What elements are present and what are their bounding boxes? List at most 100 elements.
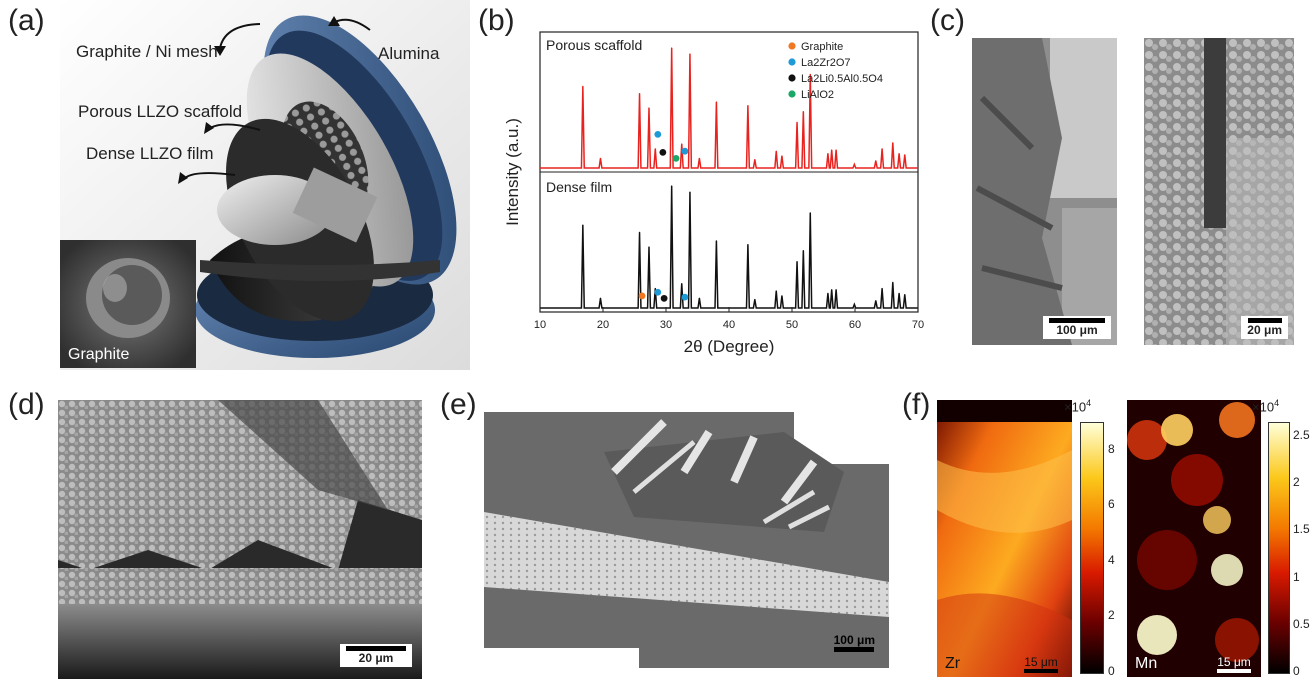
scalebar-e-text: 100 μm [833, 633, 875, 647]
legend-marker-2 [788, 74, 796, 82]
graphite-inset-photo: Graphite [60, 240, 196, 368]
peak-point-0-4 [654, 148, 656, 150]
series-name-1: Dense film [546, 179, 612, 195]
peak-point-1-18 [831, 289, 833, 291]
peak-point-0-23 [892, 142, 894, 144]
peak-point-0-21 [875, 160, 877, 162]
peak-point-0-19 [835, 149, 837, 151]
peak-point-0-17 [827, 153, 829, 155]
mn-tick-0: 2.5 [1293, 428, 1310, 443]
peak-point-0-1 [599, 157, 602, 159]
peak-point-0-10 [747, 105, 749, 107]
x-tick-label-1: 20 [597, 319, 609, 331]
sem-c-right-graphic [1144, 38, 1294, 345]
eds-map-zr-graphic [937, 400, 1072, 677]
peak-point-1-11 [754, 298, 756, 301]
sem-d-graphic [58, 400, 422, 679]
eds-map-zr: Zr 15 μm [937, 400, 1072, 677]
peak-point-1-1 [599, 297, 602, 299]
sem-e-graphic [484, 412, 889, 668]
peak-point-1-4 [654, 287, 656, 290]
zr-tick-0: 8 [1108, 441, 1115, 456]
peak-point-1-23 [892, 281, 894, 283]
scalebar-mn: 15 μm [1217, 655, 1251, 673]
x-tick-label-6: 70 [912, 319, 924, 331]
zr-tick-3: 2 [1108, 608, 1115, 623]
inset-label: Graphite [68, 346, 130, 363]
colorbar-zr-multiplier-exponent: 4 [1086, 398, 1092, 408]
callout-alumina: Alumina [378, 44, 440, 63]
eds-map-mn: Mn 15 μm [1127, 400, 1261, 677]
sem-image-d: 20 μm [58, 400, 422, 679]
peak-point-0-14 [796, 121, 798, 123]
peak-point-1-14 [796, 261, 798, 263]
scalebar-d: 20 μm [340, 644, 412, 667]
x-tick-label-4: 50 [786, 319, 798, 331]
peak-point-0-24 [898, 153, 900, 155]
phase-marker-1-0 [638, 292, 646, 300]
scalebar-zr-text: 15 μm [1024, 655, 1058, 669]
panel-label-a: (a) [8, 4, 45, 37]
colorbar-zr [1080, 422, 1104, 674]
peak-point-1-15 [802, 250, 804, 252]
series-line-0 [540, 47, 918, 169]
peak-point-0-2 [638, 93, 641, 95]
x-tick-label-2: 30 [660, 319, 672, 331]
callout-dense-film: Dense LLZO film [86, 144, 214, 163]
sem-image-c-left: 100 μm [972, 38, 1117, 345]
dense-layer-band [484, 512, 889, 617]
x-axis-label: 2θ (Degree) [684, 337, 775, 356]
eds-mn-label: Mn [1135, 655, 1158, 672]
peak-point-0-18 [831, 149, 833, 151]
x-tick-label-0: 10 [534, 319, 546, 331]
colorbar-mn-multiplier: ×104 [1252, 398, 1279, 414]
scalebar-c-right: 20 μm [1241, 316, 1288, 339]
eds-map-mn-graphic [1127, 400, 1261, 677]
legend-marker-3 [788, 90, 796, 98]
peak-point-0-13 [781, 155, 783, 157]
peak-point-1-13 [781, 295, 783, 297]
scalebar-c-right-text: 20 μm [1247, 323, 1282, 337]
phase-marker-0-0 [654, 131, 662, 138]
peak-point-1-6 [681, 283, 683, 285]
peak-point-1-10 [747, 243, 749, 246]
peak-point-0-0 [582, 85, 584, 87]
xrd-chart: Porous scaffold Dense film 10 20 30 40 50 60 70 2… [503, 31, 924, 356]
peak-point-0-12 [775, 150, 777, 152]
mn-tick-2: 1.5 [1293, 522, 1310, 537]
phase-marker-1-2 [660, 294, 668, 302]
scalebar-c-left-text: 100 μm [1056, 323, 1098, 337]
mn-tick-1: 2 [1293, 475, 1300, 490]
graphite-inset-graphic [60, 240, 196, 368]
schematic-graphic [60, 0, 470, 370]
scalebar-c-left: 100 μm [1043, 316, 1111, 339]
peak-point-1-22 [881, 287, 883, 290]
legend-marker-1 [788, 58, 796, 66]
eds-zr-label: Zr [945, 655, 961, 672]
sem-image-c-right: 20 μm [1144, 38, 1294, 345]
panel-label-b: (b) [478, 4, 515, 37]
scalebar-zr: 15 μm [1024, 655, 1058, 673]
x-tick-label-5: 60 [849, 319, 861, 331]
peak-point-0-3 [648, 107, 650, 109]
phase-marker-1-1 [654, 288, 662, 296]
peak-point-1-17 [827, 292, 829, 294]
phase-marker-0-2 [672, 155, 680, 162]
peak-point-1-7 [689, 191, 691, 193]
peak-point-1-21 [875, 300, 877, 302]
callout-porous-scaffold: Porous LLZO scaffold [78, 102, 243, 121]
colorbar-mn [1268, 422, 1290, 674]
peak-point-1-0 [582, 224, 584, 226]
mn-tick-3: 1 [1293, 569, 1300, 584]
peak-point-1-8 [698, 297, 700, 299]
phase-marker-1-3 [681, 293, 689, 301]
legend-label-2: La2Li0.5Al0.5O4 [801, 73, 883, 85]
panel-label-d: (d) [8, 388, 45, 421]
peak-point-1-24 [898, 292, 900, 294]
zr-tick-4: 0 [1108, 664, 1115, 678]
x-tick-label-3: 40 [723, 319, 735, 331]
scalebar-e: 100 μm [834, 633, 875, 652]
peak-point-1-25 [904, 293, 906, 296]
peak-point-0-6 [681, 143, 683, 145]
peak-point-0-11 [754, 159, 756, 161]
